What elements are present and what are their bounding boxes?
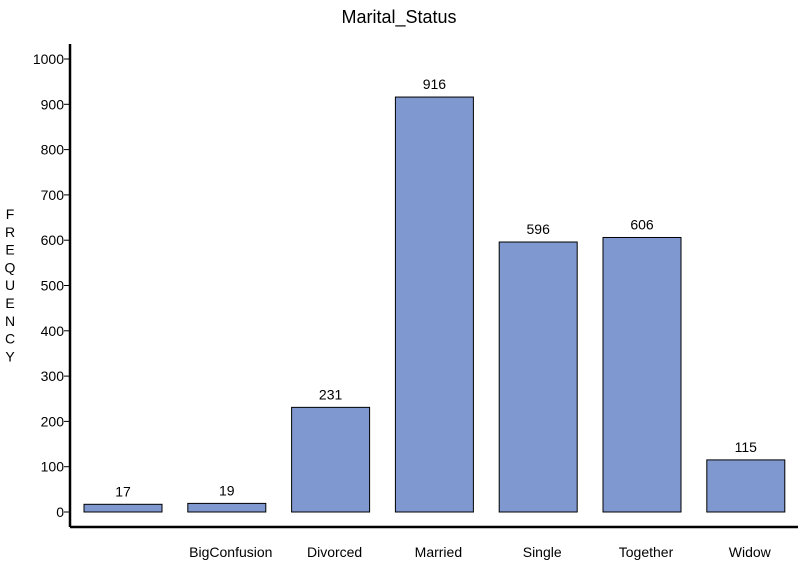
x-tick-label: Together [619, 544, 674, 560]
y-axis-label-letter: F [6, 206, 15, 222]
y-tick-label: 300 [41, 368, 65, 384]
y-axis-label-letter: E [5, 242, 14, 258]
y-tick-label: 500 [41, 278, 65, 294]
y-tick-label: 0 [56, 504, 64, 520]
y-axis-label-letter: R [5, 224, 15, 240]
y-axis-label-letter: Q [5, 259, 16, 275]
y-tick-label: 800 [41, 142, 65, 158]
bar [291, 406, 371, 513]
y-axis-label-letter: E [5, 295, 14, 311]
bar-value-label: 17 [115, 483, 131, 499]
y-tick-label: 700 [41, 187, 65, 203]
x-tick-label: Divorced [307, 544, 362, 560]
bar-value-label: 19 [219, 482, 235, 498]
chart-title: Marital_Status [341, 7, 456, 28]
y-axis-ticks: 0 100 200 300 400 500 600 700 800 900 1000 [33, 51, 70, 520]
x-tick-label: Widow [729, 544, 772, 560]
bar-value-label: 231 [319, 386, 343, 402]
y-tick-label: 200 [41, 413, 65, 429]
y-axis-label-letter: Y [5, 348, 15, 364]
y-tick-label: 100 [41, 459, 65, 475]
y-tick-label: 400 [41, 323, 65, 339]
y-axis-label-letter: U [5, 277, 15, 293]
x-axis-ticks: BigConfusion Divorced Married Single Togethe… [189, 544, 772, 560]
y-tick-label: 600 [41, 232, 65, 248]
y-tick-label: 1000 [33, 51, 64, 67]
bar [706, 459, 786, 513]
bar-value-label: 115 [735, 439, 758, 455]
bar [498, 241, 578, 513]
bar [83, 503, 163, 513]
y-tick-label: 900 [41, 96, 65, 112]
x-tick-label: Single [523, 544, 562, 560]
x-tick-label: Married [415, 544, 462, 560]
bars-group: 17 19 231 916 596 606 115 [83, 76, 786, 513]
bar [394, 96, 474, 513]
x-tick-label: BigConfusion [189, 544, 272, 560]
y-axis-label-letter: N [5, 313, 15, 329]
bar-value-label: 606 [630, 216, 654, 232]
bar [602, 236, 682, 513]
y-axis-label-letter: C [5, 331, 15, 347]
bar-value-label: 916 [423, 76, 447, 92]
bar [187, 502, 267, 513]
bar-value-label: 596 [527, 221, 551, 237]
